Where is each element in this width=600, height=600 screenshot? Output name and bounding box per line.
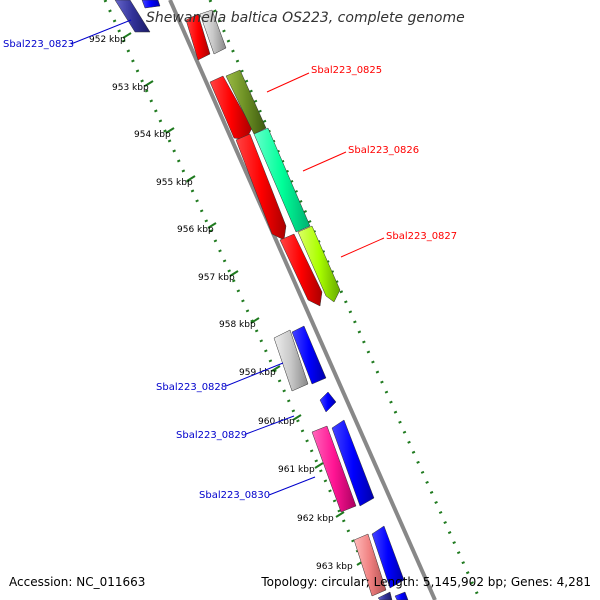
tick-label: 952 kbp <box>89 35 126 45</box>
forward-strand-features <box>141 0 409 600</box>
gene-salmon[interactable] <box>353 533 387 597</box>
genome-summary-text: Topology: circular; Length: 5,145,902 bp… <box>260 575 591 589</box>
gene-grey-reverse[interactable] <box>273 329 309 392</box>
label-sbal223-0830[interactable]: Sbal223_0830 <box>199 490 270 501</box>
gene-sbal223-0829[interactable] <box>319 391 337 413</box>
gene-sbal223-0826[interactable] <box>253 127 311 233</box>
tick-label: 958 kbp <box>219 320 256 330</box>
tick-label: 953 kbp <box>112 83 149 93</box>
label-leaders <box>70 19 385 496</box>
label-sbal223-0829[interactable]: Sbal223_0829 <box>176 430 247 441</box>
label-sbal223-0825[interactable]: Sbal223_0825 <box>311 65 382 76</box>
gene-red-d[interactable] <box>279 233 323 307</box>
tick-label: 961 kbp <box>278 465 315 475</box>
label-sbal223-0823[interactable]: Sbal223_0823 <box>3 39 74 50</box>
label-sbal223-0826[interactable]: Sbal223_0826 <box>348 145 419 156</box>
gene-labels: Sbal223_0823 Sbal223_0825 Sbal223_0826 S… <box>3 39 457 501</box>
label-sbal223-0828[interactable]: Sbal223_0828 <box>156 382 227 393</box>
tick-label: 956 kbp <box>177 225 214 235</box>
tick-label: 954 kbp <box>134 130 171 140</box>
gene-sbal223-0830[interactable] <box>331 419 375 507</box>
gene-blue-top[interactable] <box>141 0 161 9</box>
leader-sbal223-0830 <box>268 476 316 496</box>
gene-blue-bottom[interactable] <box>371 525 405 589</box>
gene-pink[interactable] <box>311 425 357 513</box>
leader-sbal223-0827 <box>340 237 385 258</box>
leader-sbal223-0829 <box>245 415 295 435</box>
tick-label: 963 kbp <box>316 562 353 572</box>
leader-sbal223-0828 <box>225 362 284 387</box>
tick-label: 955 kbp <box>156 178 193 188</box>
tick-label: 962 kbp <box>297 514 334 524</box>
leader-sbal223-0823 <box>70 19 132 45</box>
gene-red-a[interactable] <box>185 13 211 61</box>
gene-navy-bottom[interactable] <box>377 591 393 600</box>
map-title: Shewanella baltica OS223, complete genom… <box>146 10 465 26</box>
tick-label: 960 kbp <box>258 417 295 427</box>
genome-backbone <box>168 0 437 600</box>
leader-sbal223-0826 <box>302 151 347 172</box>
reverse-strand-features <box>114 0 387 597</box>
tick-label: 957 kbp <box>198 273 235 283</box>
gene-red-b[interactable] <box>209 75 253 141</box>
gc-content-track <box>103 0 482 600</box>
gene-sbal223-0825[interactable] <box>225 69 267 135</box>
gene-red-c[interactable] <box>235 133 287 241</box>
accession-text: Accession: NC_011663 <box>9 575 145 589</box>
gene-sbal223-0828[interactable] <box>291 325 327 385</box>
label-sbal223-0827[interactable]: Sbal223_0827 <box>386 231 457 242</box>
gene-blue-bottom-2[interactable] <box>394 591 409 600</box>
leader-sbal223-0825 <box>266 72 310 93</box>
gc-track-inner <box>103 0 382 600</box>
gene-sbal223-0827[interactable] <box>297 225 341 303</box>
gene-grey-a[interactable] <box>199 9 227 55</box>
